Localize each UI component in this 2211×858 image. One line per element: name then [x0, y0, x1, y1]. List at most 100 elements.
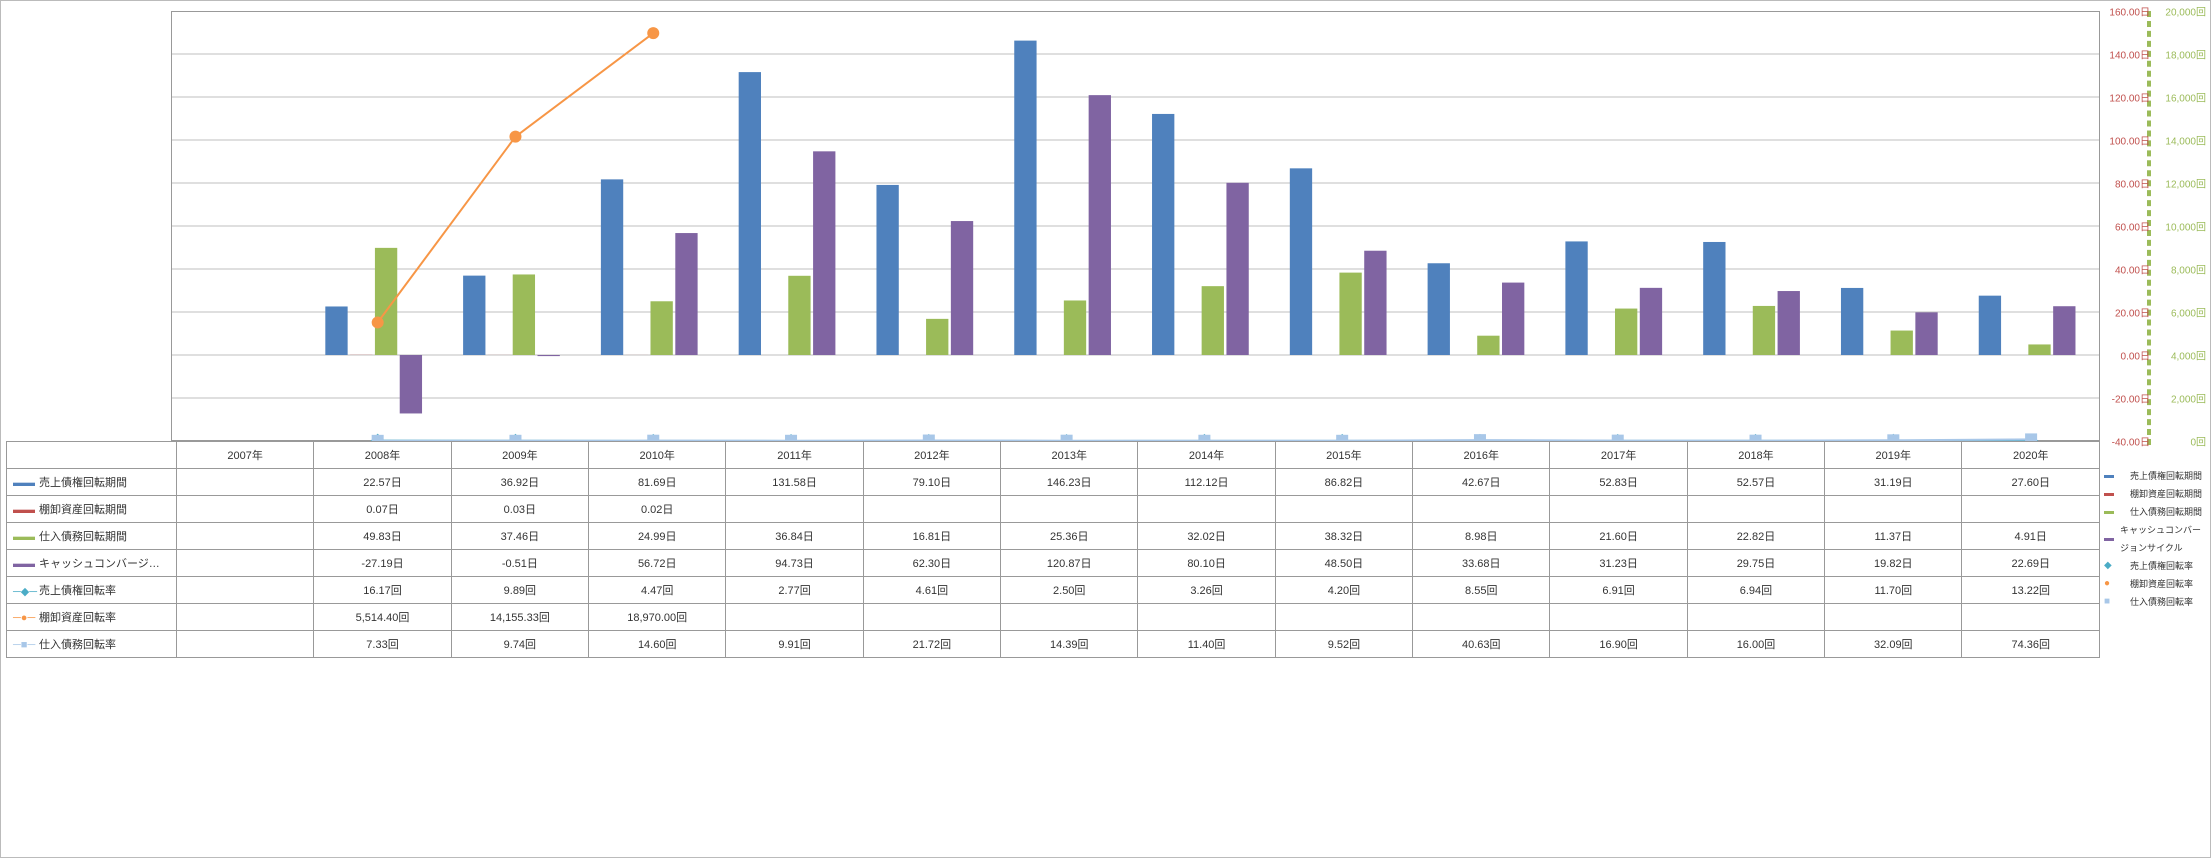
table-cell — [177, 550, 314, 577]
table-cell — [177, 523, 314, 550]
table-cell — [1687, 604, 1824, 631]
table-year-header: 2011年 — [726, 442, 863, 469]
table-cell: 8.55回 — [1413, 577, 1550, 604]
table-year-header: 2016年 — [1413, 442, 1550, 469]
axis-tick-times: 16,000回 — [2165, 90, 2206, 105]
bar — [1364, 251, 1386, 355]
table-cell: 7.33回 — [314, 631, 451, 658]
bar — [1502, 283, 1524, 355]
marker — [1474, 434, 1486, 441]
table-year-header: 2018年 — [1687, 442, 1824, 469]
table-cell — [1138, 604, 1275, 631]
table-cell: 0.03日 — [451, 496, 588, 523]
table-cell: 4.91日 — [1962, 523, 2100, 550]
table-cell: 32.09回 — [1825, 631, 1962, 658]
table-cell — [177, 631, 314, 658]
table-cell: -27.19日 — [314, 550, 451, 577]
bar — [926, 319, 948, 355]
axis-tick-times: 8,000回 — [2171, 262, 2206, 277]
axis-tick-times: 6,000回 — [2171, 305, 2206, 320]
bar — [1891, 331, 1913, 355]
table-cell: 0.07日 — [314, 496, 451, 523]
table-year-header: 2010年 — [589, 442, 726, 469]
table-cell: 79.10日 — [863, 469, 1000, 496]
marker — [2025, 433, 2037, 441]
table-cell — [1550, 496, 1687, 523]
table-year-header: 2019年 — [1825, 442, 1962, 469]
table-cell: 19.82日 — [1825, 550, 1962, 577]
table-cell: 94.73日 — [726, 550, 863, 577]
table-cell: 36.84日 — [726, 523, 863, 550]
table-cell: 38.32日 — [1275, 523, 1412, 550]
data-table: 2007年2008年2009年2010年2011年2012年2013年2014年… — [6, 441, 2100, 658]
table-row: ▬▬棚卸資産回転期間0.07日0.03日0.02日 — [7, 496, 2100, 523]
bar — [650, 301, 672, 355]
table-cell: 11.70回 — [1825, 577, 1962, 604]
table-cell: 24.99日 — [589, 523, 726, 550]
table-cell: 5,514.40回 — [314, 604, 451, 631]
bar — [1979, 296, 2001, 355]
bar — [1753, 306, 1775, 355]
series-label-cell: ▬▬売上債権回転期間 — [7, 469, 177, 496]
marker — [509, 131, 521, 143]
bar — [1565, 241, 1587, 355]
table-cell: 49.83日 — [314, 523, 451, 550]
table-cell: 4.20回 — [1275, 577, 1412, 604]
chart-container: -40.00日-20.00日0.00日20.00日40.00日60.00日80.… — [0, 0, 2211, 858]
table-cell: 62.30日 — [863, 550, 1000, 577]
table-cell: 16.00回 — [1687, 631, 1824, 658]
table-cell: 8.98日 — [1413, 523, 1550, 550]
bar — [1014, 41, 1036, 355]
bar — [1290, 168, 1312, 355]
bar — [1703, 242, 1725, 355]
series-label-cell: ─●─棚卸資産回転率 — [7, 604, 177, 631]
table-cell — [1413, 604, 1550, 631]
bar — [1778, 291, 1800, 355]
table-cell: 14.60回 — [589, 631, 726, 658]
table-cell — [1001, 604, 1138, 631]
table-year-header: 2020年 — [1962, 442, 2100, 469]
legend-right: ▬売上債権回転期間▬棚卸資産回転期間▬仕入債務回転期間▬キャッシュコンバージョン… — [2104, 467, 2204, 611]
table-cell: 11.37日 — [1825, 523, 1962, 550]
bar — [601, 179, 623, 355]
table-cell: 14,155.33回 — [451, 604, 588, 631]
table-cell — [1550, 604, 1687, 631]
legend-label: 売上債権回転期間 — [2130, 467, 2202, 485]
axis-tick-days: 140.00日 — [2109, 47, 2150, 62]
table-year-header: 2017年 — [1550, 442, 1687, 469]
table-cell: 0.02日 — [589, 496, 726, 523]
table-cell: 112.12日 — [1138, 469, 1275, 496]
table-cell: 56.72日 — [589, 550, 726, 577]
table-cell: 6.91回 — [1550, 577, 1687, 604]
right-axis-times: 0回2,000回4,000回6,000回8,000回10,000回12,000回… — [2152, 11, 2206, 441]
table-cell: 80.10日 — [1138, 550, 1275, 577]
table-cell — [177, 469, 314, 496]
table-cell — [1001, 496, 1138, 523]
table-cell: 4.61回 — [863, 577, 1000, 604]
table-cell: 18,970.00回 — [589, 604, 726, 631]
bar — [1615, 309, 1637, 355]
table-cell — [1825, 496, 1962, 523]
table-cell: 31.19日 — [1825, 469, 1962, 496]
table-cell — [863, 604, 1000, 631]
series-label-cell: ▬▬キャッシュコンバージョンサイクル — [7, 550, 177, 577]
legend-label: 棚卸資産回転期間 — [2130, 485, 2202, 503]
axis-tick-times: 14,000回 — [2165, 133, 2206, 148]
axis-tick-days: 100.00日 — [2109, 133, 2150, 148]
axis-tick-times: 20,000回 — [2165, 4, 2206, 19]
axis-tick-days: 20.00日 — [2115, 305, 2150, 320]
axis-tick-times: 10,000回 — [2165, 219, 2206, 234]
marker — [1887, 434, 1899, 441]
table-cell: 16.90回 — [1550, 631, 1687, 658]
table-row: ─◆─売上債権回転率16.17回9.89回4.47回2.77回4.61回2.50… — [7, 577, 2100, 604]
table-header-row: 2007年2008年2009年2010年2011年2012年2013年2014年… — [7, 442, 2100, 469]
axis-tick-days: -40.00日 — [2112, 434, 2150, 449]
legend-item: ▬売上債権回転期間 — [2104, 467, 2204, 485]
table-cell: 32.02日 — [1138, 523, 1275, 550]
chart-svg — [171, 11, 2100, 441]
legend-item: ▬仕入債務回転期間 — [2104, 503, 2204, 521]
series-label-cell: ▬▬仕入債務回転期間 — [7, 523, 177, 550]
table-year-header: 2012年 — [863, 442, 1000, 469]
bar — [1202, 286, 1224, 355]
table-cell: 4.47回 — [589, 577, 726, 604]
